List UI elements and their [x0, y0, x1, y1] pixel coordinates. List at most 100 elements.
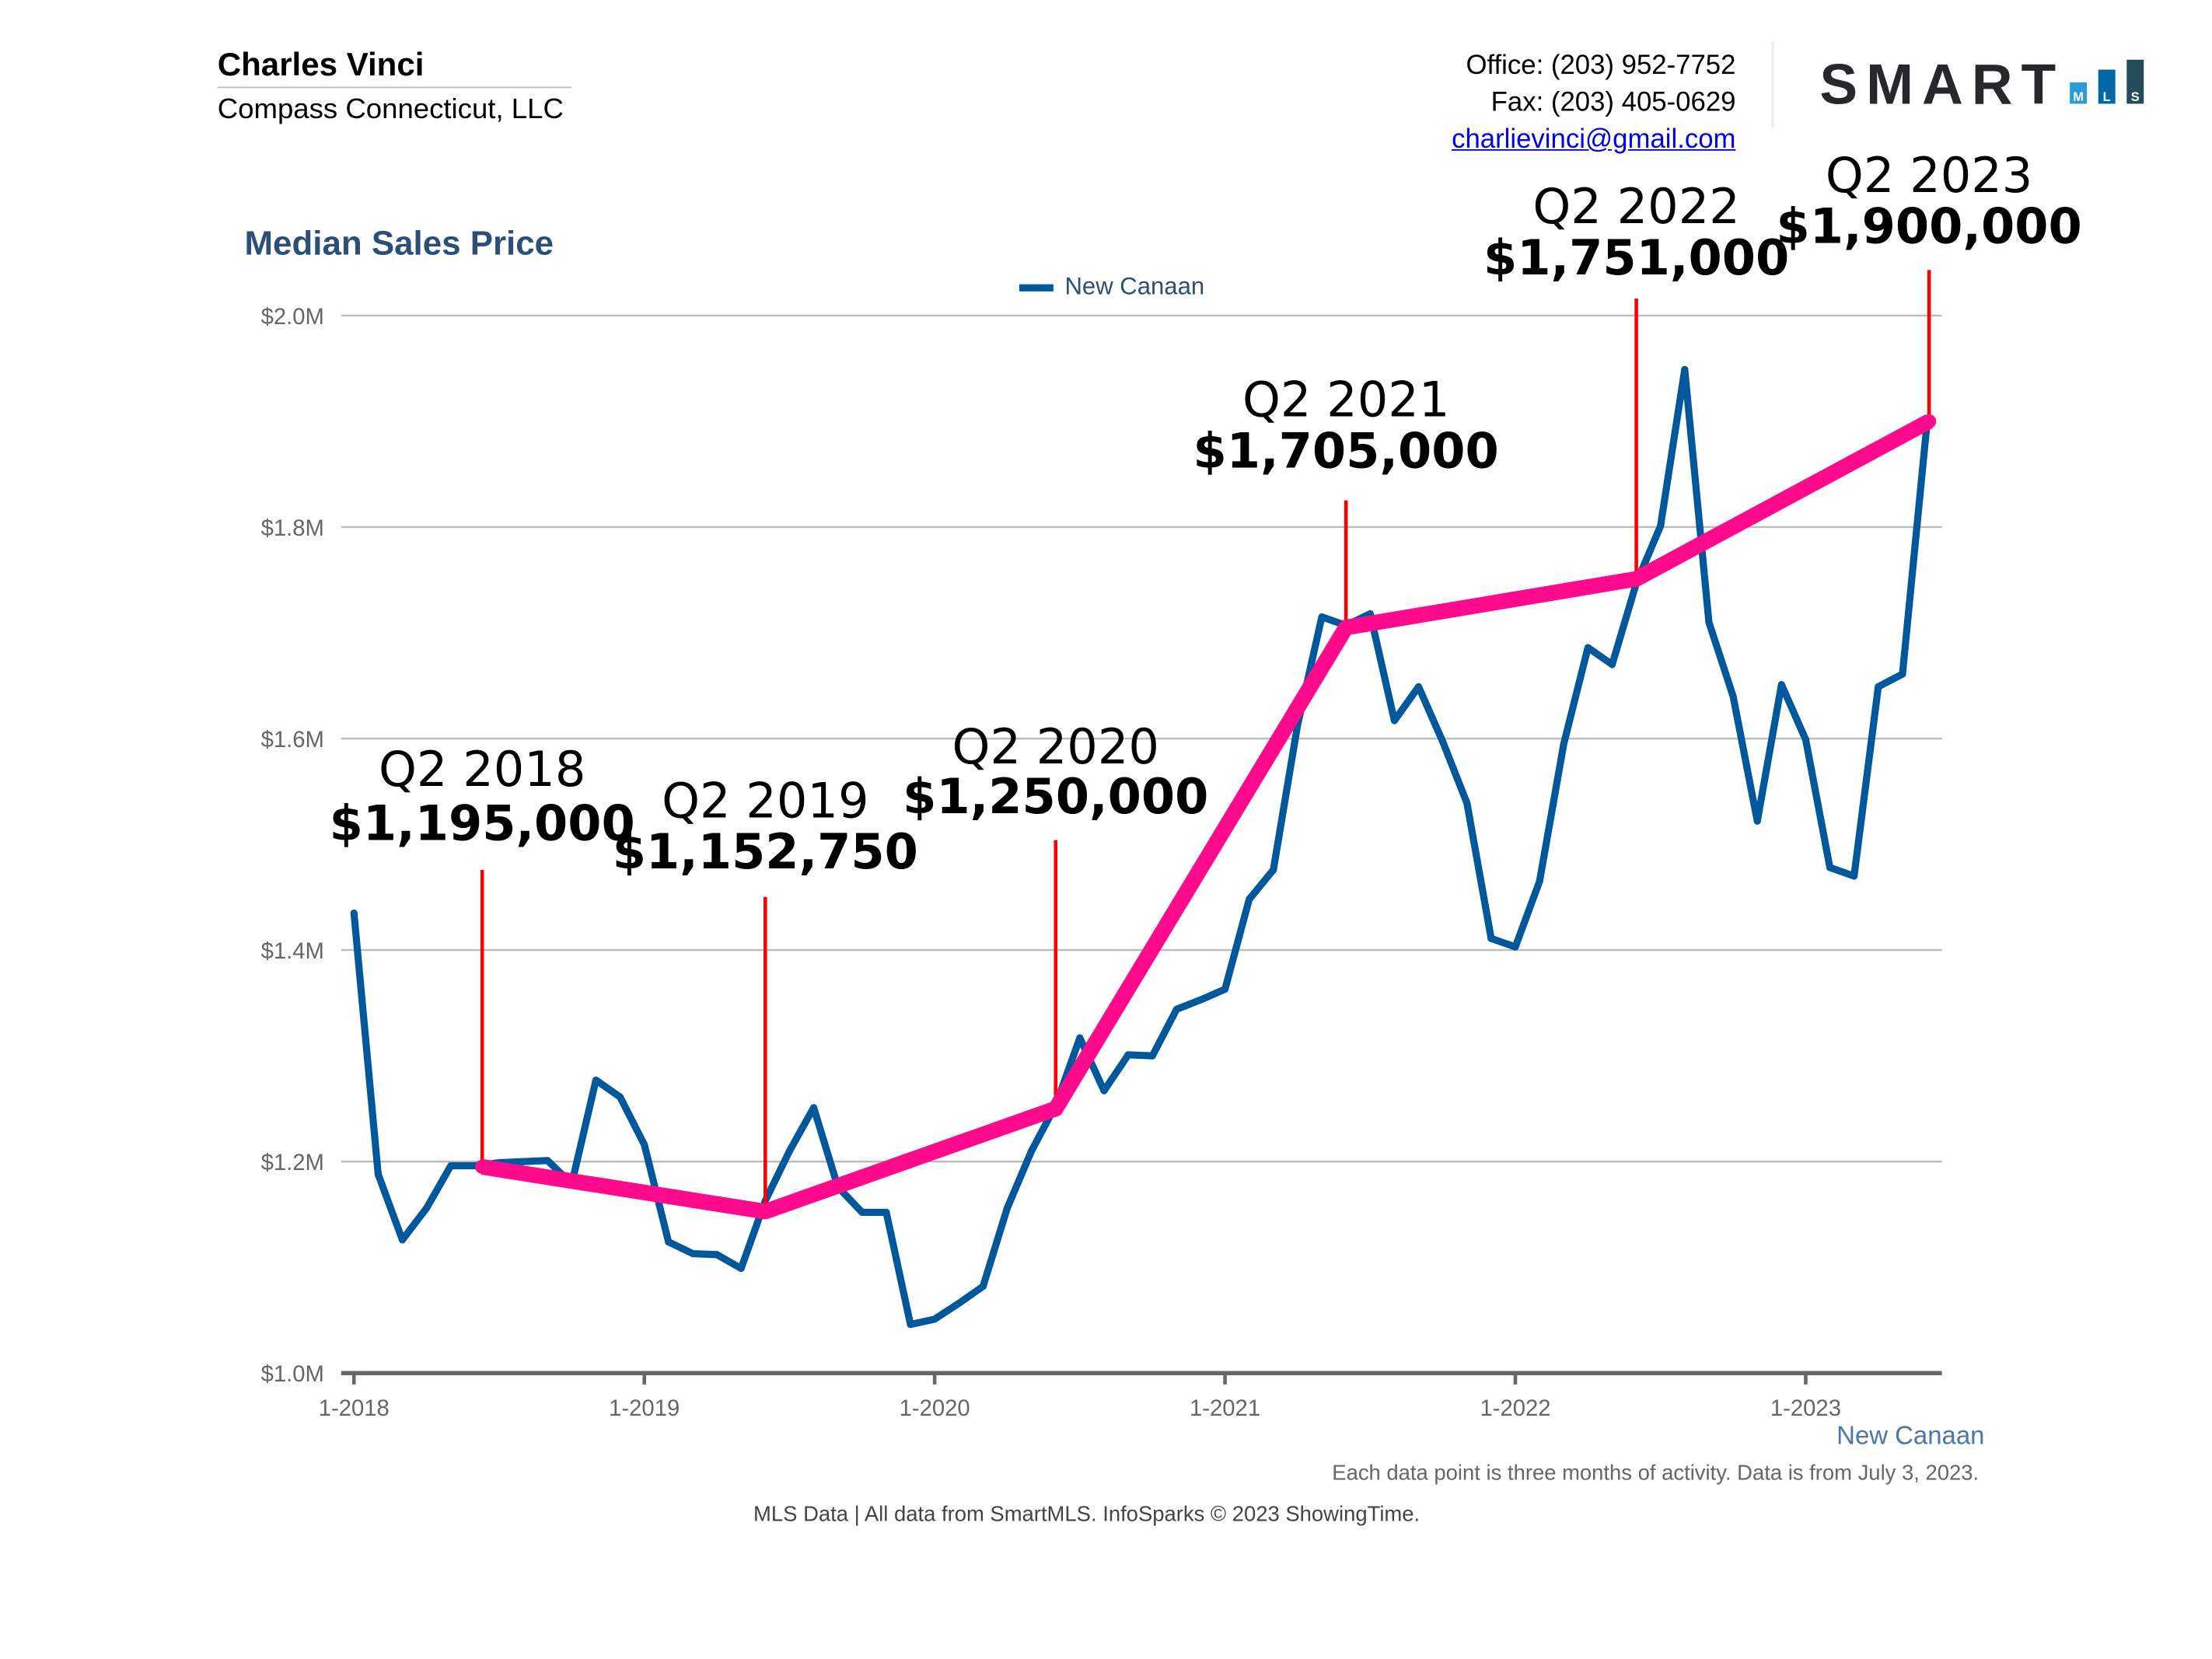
data-point: [374, 1170, 382, 1179]
annotation-price: $1,250,000: [903, 768, 1208, 825]
data-point: [1826, 864, 1834, 871]
data-point: [1536, 878, 1543, 885]
data-point: [1124, 1051, 1132, 1059]
x-tick-label: 1-2019: [609, 1396, 680, 1421]
footer-city: New Canaan: [1836, 1421, 1985, 1450]
trend-point: [1629, 571, 1644, 586]
data-point: [931, 1315, 938, 1323]
annotation-price: $1,900,000: [1777, 198, 2082, 255]
data-point: [1172, 1005, 1180, 1013]
logo-bar-l: [2098, 69, 2116, 104]
data-point: [1729, 693, 1737, 700]
x-tick-label: 1-2022: [1480, 1396, 1550, 1421]
data-point: [1584, 644, 1592, 651]
data-point: [665, 1238, 673, 1246]
agent-company: Compass Connecticut, LLC: [217, 93, 564, 125]
trend-point: [758, 1204, 773, 1219]
data-point: [955, 1299, 963, 1308]
annotation-price: $1,152,750: [613, 823, 918, 880]
data-point: [1681, 365, 1689, 373]
data-point: [1487, 934, 1495, 942]
data-point: [1875, 683, 1882, 690]
annotation-quarter: Q2 2020: [952, 718, 1159, 775]
data-point: [907, 1321, 914, 1329]
data-point: [1777, 681, 1785, 689]
trend-point: [475, 1159, 490, 1175]
y-tick-label: $1.4M: [261, 939, 324, 964]
trend-point: [1048, 1102, 1063, 1116]
data-point: [809, 1104, 818, 1112]
data-point: [1221, 985, 1229, 994]
x-tick-label: 1-2020: [900, 1396, 970, 1421]
logo-letter: L: [2103, 90, 2111, 104]
data-point: [1246, 896, 1253, 903]
logo-letter: S: [2131, 90, 2140, 104]
y-tick-label: $1.2M: [261, 1151, 324, 1175]
data-point: [1608, 661, 1616, 669]
data-point: [1318, 613, 1326, 621]
y-tick-label: $2.0M: [261, 305, 324, 330]
annotation-price: $1,195,000: [330, 795, 635, 852]
contact-block: Office: (203) 952-7752 Fax: (203) 405-06…: [1452, 48, 1735, 159]
logo-bar-s: [2126, 59, 2144, 104]
data-point: [447, 1162, 455, 1170]
annotation-quarter: Q2 2021: [1242, 372, 1449, 428]
legend: New Canaan: [1019, 273, 1204, 302]
legend-label: New Canaan: [1064, 273, 1205, 300]
agent-name: Charles Vinci: [217, 45, 425, 83]
data-point: [1850, 872, 1858, 880]
fax-number: Fax: (203) 405-0629: [1490, 88, 1736, 118]
data-point: [689, 1249, 697, 1258]
divider: [1771, 42, 1774, 128]
data-point: [1197, 996, 1205, 1004]
data-point: [1390, 717, 1398, 725]
x-tick-label: 1-2023: [1770, 1396, 1841, 1421]
data-point: [617, 1093, 624, 1101]
data-point: [1028, 1147, 1036, 1155]
x-tick-label: 1-2021: [1190, 1396, 1260, 1421]
email-link[interactable]: charlievinci@gmail.com: [1452, 124, 1736, 155]
annotation-quarter: Q2 2023: [1826, 147, 2032, 204]
data-point: [1560, 740, 1567, 748]
data-point: [1753, 817, 1761, 825]
data-point: [785, 1147, 793, 1155]
data-point: [350, 909, 358, 917]
data-point: [713, 1251, 721, 1259]
footer-note: Each data point is three months of activ…: [1332, 1461, 1980, 1486]
data-point: [979, 1283, 987, 1291]
data-point: [1657, 522, 1665, 530]
data-point: [1100, 1087, 1108, 1095]
data-point: [543, 1157, 551, 1165]
logo-text: SMART: [1819, 57, 2064, 114]
data-point: [1076, 1034, 1084, 1042]
data-point: [858, 1208, 866, 1217]
footer-source: MLS Data | All data from SmartMLS. InfoS…: [753, 1502, 1421, 1527]
annotation-quarter: Q2 2019: [662, 772, 868, 829]
annotation-price: $1,751,000: [1483, 229, 1789, 286]
series-line-new-canaan: [350, 365, 1931, 1329]
data-point: [641, 1140, 648, 1148]
y-tick-label: $1.8M: [261, 516, 324, 541]
data-point: [423, 1204, 431, 1212]
data-point: [737, 1264, 745, 1273]
office-phone: Office: (203) 952-7752: [1466, 51, 1736, 82]
data-point: [1270, 866, 1277, 874]
y-tick-label: $1.6M: [261, 728, 324, 753]
trend-point: [1339, 620, 1354, 635]
trend-point: [1922, 414, 1937, 429]
data-point: [1511, 943, 1519, 951]
data-point: [592, 1076, 600, 1084]
logo-bar-m: [2070, 82, 2088, 104]
data-point: [1801, 735, 1810, 743]
data-point: [1148, 1052, 1156, 1060]
annotation-price: $1,705,000: [1193, 423, 1499, 480]
legend-swatch: [1019, 283, 1054, 291]
data-point: [1003, 1204, 1012, 1212]
logo-letter: M: [2073, 90, 2084, 104]
smartmls-logo: SMART M L S: [1819, 57, 2144, 114]
x-tick-label: 1-2018: [319, 1396, 390, 1421]
divider: [217, 86, 572, 89]
y-tick-label: $1.0M: [261, 1362, 324, 1387]
